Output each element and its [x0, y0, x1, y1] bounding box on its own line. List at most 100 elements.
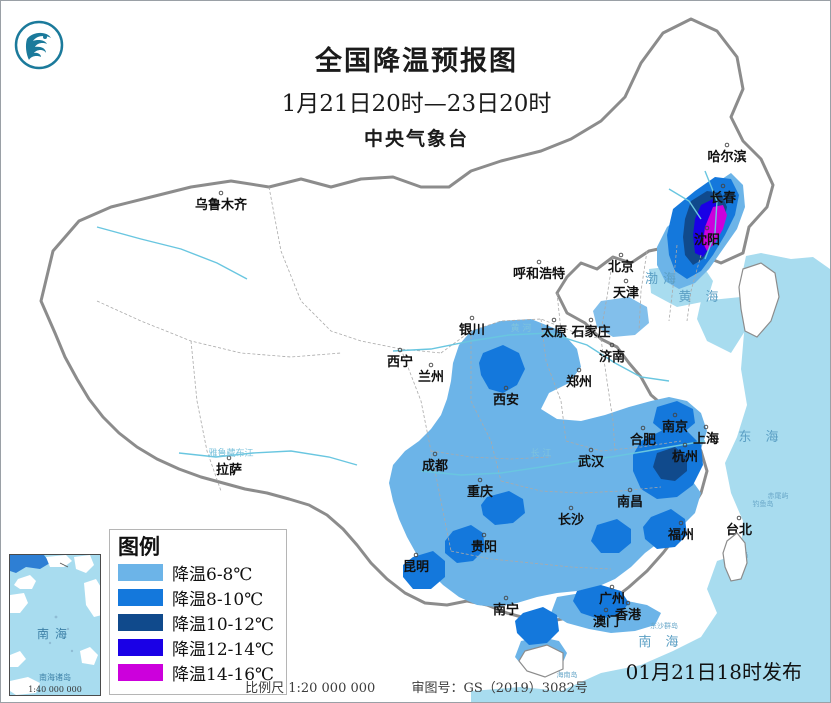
legend-label: 降温14-16℃ — [172, 665, 275, 685]
city-dot — [724, 142, 730, 148]
legend-label: 降温12-14℃ — [172, 640, 275, 660]
city-dot — [609, 342, 615, 348]
city-dot — [603, 607, 609, 613]
city-marker — [469, 315, 475, 321]
city-dot — [736, 515, 742, 521]
legend-swatch — [118, 664, 163, 681]
city-label: 拉萨 — [216, 462, 242, 478]
sea-label: 黄 海 — [678, 290, 723, 305]
south-china-sea-inset: 南海 南海诸岛 1:40 000 000 — [9, 554, 101, 696]
city-marker — [568, 505, 574, 511]
city-dot — [503, 595, 509, 601]
city-label: 昆明 — [403, 559, 429, 575]
city-marker — [678, 520, 684, 526]
city-marker — [724, 142, 730, 148]
city-label: 杭州 — [672, 449, 698, 465]
city-dot — [618, 252, 624, 258]
city-marker — [682, 442, 688, 448]
city-marker — [609, 342, 615, 348]
river-label: 雅鲁藏布江 — [208, 447, 253, 459]
city-marker — [640, 425, 646, 431]
legend-item-2: 降温8-10℃ — [118, 585, 280, 610]
city-label: 济南 — [599, 349, 625, 365]
city-marker — [397, 347, 403, 353]
city-marker — [618, 252, 624, 258]
city-dot — [536, 259, 542, 265]
city-dot — [678, 520, 684, 526]
city-dot — [413, 552, 419, 558]
city-dot — [623, 278, 629, 284]
city-dot — [481, 532, 487, 538]
city-label: 长沙 — [558, 512, 584, 528]
island-label: 赤尾屿 — [768, 491, 789, 500]
island-label: 钓鱼岛 — [753, 499, 774, 508]
map-scale: 比例尺 1:20 000 000 — [245, 681, 376, 696]
city-marker — [720, 183, 726, 189]
city-dot — [672, 412, 678, 418]
city-dot — [503, 385, 509, 391]
city-marker — [603, 607, 609, 613]
city-dot — [588, 317, 594, 323]
city-label: 长春 — [710, 190, 737, 206]
inset-sea-name: 南海 — [36, 627, 73, 641]
footer: 比例尺 1:20 000 000 审图号：GS（2019）3082号 — [1, 677, 830, 696]
river-label-layer: 黄 河长 江 雅鲁藏布江 — [208, 322, 551, 459]
city-dot — [609, 584, 615, 590]
city-marker — [736, 515, 742, 521]
legend-label: 降温6-8℃ — [172, 565, 253, 585]
city-dot — [568, 505, 574, 511]
city-dot — [218, 190, 224, 196]
city-label: 武汉 — [578, 454, 605, 470]
island-label: 东沙群岛 — [650, 621, 678, 630]
city-dot — [469, 315, 475, 321]
city-dot — [588, 447, 594, 453]
legend-swatch — [118, 614, 163, 631]
sea-label: 东 海 — [738, 430, 783, 445]
city-dot — [682, 442, 688, 448]
legend-label: 降温10-12℃ — [172, 615, 275, 635]
city-label: 兰州 — [418, 369, 444, 385]
sea-label: 渤海 — [645, 271, 681, 287]
city-dot — [640, 425, 646, 431]
river-label: 长 江 — [531, 447, 552, 459]
city-label: 西安 — [493, 392, 519, 408]
legend-label: 降温8-10℃ — [172, 590, 264, 610]
city-dot — [397, 347, 403, 353]
city-marker — [576, 367, 582, 373]
issue-time: 01月21日18时发布 — [625, 660, 802, 684]
legend: 图例 降温6-8℃ 降温8-10℃ 降温10-12℃ 降温12-14℃ 降温14-16℃ — [109, 529, 287, 695]
city-marker — [503, 595, 509, 601]
taiwan-island — [722, 532, 748, 582]
city-dot — [576, 367, 582, 373]
city-marker — [588, 447, 594, 453]
river-label: 黄 河 — [511, 322, 532, 334]
city-marker — [704, 225, 710, 231]
approval-number: 审图号：GS（2019）3082号 — [411, 681, 588, 696]
city-label: 南京 — [662, 419, 688, 435]
city-marker — [503, 385, 509, 391]
city-marker — [226, 455, 232, 461]
city-marker — [428, 362, 434, 368]
legend-item-5: 降温14-16℃ — [118, 660, 280, 685]
korea-peninsula — [738, 262, 780, 338]
legend-rows: 降温6-8℃ 降温8-10℃ 降温10-12℃ 降温12-14℃ 降温14-16℃ — [118, 560, 280, 685]
city-marker — [536, 259, 542, 265]
sea-label: 南 海 — [638, 634, 683, 650]
city-dot — [432, 451, 438, 457]
city-dot — [627, 487, 633, 493]
city-label: 香港 — [614, 607, 642, 623]
legend-item-4: 降温12-14℃ — [118, 635, 280, 660]
city-marker — [481, 532, 487, 538]
city-marker — [551, 317, 557, 323]
cma-dragon-logo — [14, 20, 64, 70]
city-label: 天津 — [613, 285, 639, 301]
city-dot — [720, 183, 726, 189]
legend-swatch — [118, 589, 163, 606]
city-dot — [704, 225, 710, 231]
city-marker — [672, 412, 678, 418]
city-marker — [413, 552, 419, 558]
island-label: 海南岛 — [557, 670, 578, 679]
city-dot — [477, 477, 483, 483]
legend-item-1: 降温6-8℃ — [118, 560, 280, 585]
